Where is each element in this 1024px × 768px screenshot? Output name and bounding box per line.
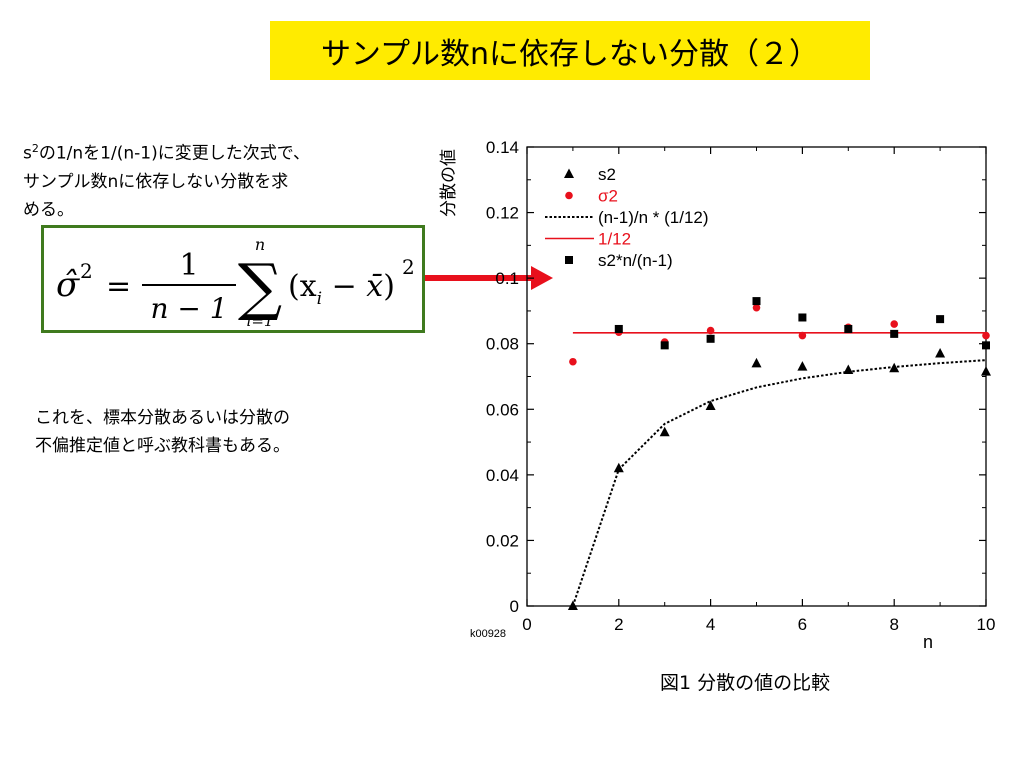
legend-swatch <box>564 168 574 178</box>
watermark-label: k00928 <box>470 628 506 640</box>
x-tick-label: 6 <box>798 615 807 634</box>
body-xbar: x̄ <box>366 269 383 304</box>
data-point-0 <box>613 462 624 473</box>
body-open: (x <box>288 269 317 304</box>
y-tick-label: 0.1 <box>495 269 519 288</box>
body-sub: i <box>317 289 322 309</box>
equals-sign: = <box>106 269 131 304</box>
legend-label: s2*n/(n-1) <box>598 251 673 270</box>
data-point-4 <box>844 324 853 333</box>
x-axis-label: n <box>923 632 933 652</box>
intro-line-2: サンプル数nに依存しない分散を求 <box>23 171 289 192</box>
body-minus: − <box>322 269 366 304</box>
intro-text: s2の1/nを1/(n-1)に変更した次式で、 サンプル数nに依存しない分散を求… <box>23 135 310 224</box>
fraction-denominator: n − 1 <box>150 292 227 325</box>
y-tick-label: 0.14 <box>486 138 519 157</box>
formula-box: σ̂ 2 = 1 n − 1 n ∑ i=1 (xi − x̄) 2 <box>41 225 425 333</box>
textbook-line-1: これを、標本分散あるいは分散の <box>35 408 290 428</box>
formula-svg: σ̂ 2 = 1 n − 1 n ∑ i=1 (xi − x̄) 2 <box>56 235 415 330</box>
y-tick-label: 0.02 <box>486 531 519 550</box>
figure-caption: 図1 分散の値の比較 <box>660 672 831 694</box>
intro-line-3: める。 <box>23 199 74 220</box>
body-close: ) <box>383 269 395 304</box>
legend-swatch <box>565 191 573 200</box>
sigma-exp: 2 <box>80 259 93 283</box>
data-point-0 <box>705 400 716 411</box>
sum-sign: ∑ <box>238 250 282 323</box>
y-axis-label: 分散の値 <box>439 149 459 217</box>
y-tick-label: 0.12 <box>486 204 519 223</box>
y-tick-label: 0 <box>510 597 519 616</box>
data-point-1 <box>569 357 577 366</box>
sum-body: (xi − x̄) <box>288 269 395 309</box>
data-point-0 <box>797 361 808 371</box>
y-tick-label: 0.08 <box>486 335 519 354</box>
series-line-2 <box>571 359 987 607</box>
data-point-1 <box>982 331 990 340</box>
data-point-0 <box>659 426 670 437</box>
legend-label: (n-1)/n * (1/12) <box>598 208 709 227</box>
x-tick-label: 4 <box>706 615 715 634</box>
data-point-4 <box>936 315 945 324</box>
data-point-0 <box>843 364 854 374</box>
data-point-1 <box>798 331 807 340</box>
data-point-4 <box>706 334 715 343</box>
sum-lower: i=1 <box>247 312 274 330</box>
legend-swatch <box>565 256 573 264</box>
textbook-note: これを、標本分散あるいは分散の 不偏推定値と呼ぶ教科書もある。 <box>35 404 290 460</box>
legend-label: 1/12 <box>598 230 631 249</box>
y-tick-label: 0.04 <box>486 466 519 485</box>
fraction-numerator: 1 <box>179 248 198 283</box>
intro-sup: 2 <box>31 142 39 155</box>
intro-s: s <box>23 143 32 164</box>
data-point-1 <box>752 303 761 312</box>
data-point-4 <box>752 297 761 306</box>
sum-upper: n <box>255 235 265 254</box>
data-point-1 <box>890 320 898 328</box>
data-point-4 <box>660 341 669 350</box>
page-title: サンプル数nに依存しない分散（２） <box>320 36 820 72</box>
arrow-shaft <box>425 275 533 281</box>
x-tick-label: 0 <box>522 615 531 634</box>
data-point-0 <box>751 357 762 368</box>
data-point-0 <box>981 366 991 376</box>
x-tick-label: 10 <box>977 615 996 634</box>
data-point-4 <box>982 341 990 350</box>
data-point-4 <box>798 313 807 322</box>
body-exp: 2 <box>402 255 415 279</box>
sigma-hat: σ̂ <box>56 265 80 305</box>
data-point-4 <box>890 329 899 338</box>
arrow-head <box>531 266 553 290</box>
intro-line-1: s2の1/nを1/(n-1)に変更した次式で、 <box>23 135 310 168</box>
intro-rest: の1/nを1/(n-1)に変更した次式で、 <box>38 143 311 164</box>
legend-label: σ2 <box>598 187 618 206</box>
textbook-line-2: 不偏推定値と呼ぶ教科書もある。 <box>35 436 290 456</box>
legend-label: s2 <box>598 165 616 184</box>
data-point-4 <box>614 324 623 333</box>
x-tick-label: 2 <box>614 615 623 634</box>
data-point-0 <box>935 348 946 358</box>
title-banner: サンプル数nに依存しない分散（２） <box>270 21 870 80</box>
y-tick-label: 0.06 <box>486 400 519 419</box>
x-tick-label: 8 <box>889 615 898 634</box>
